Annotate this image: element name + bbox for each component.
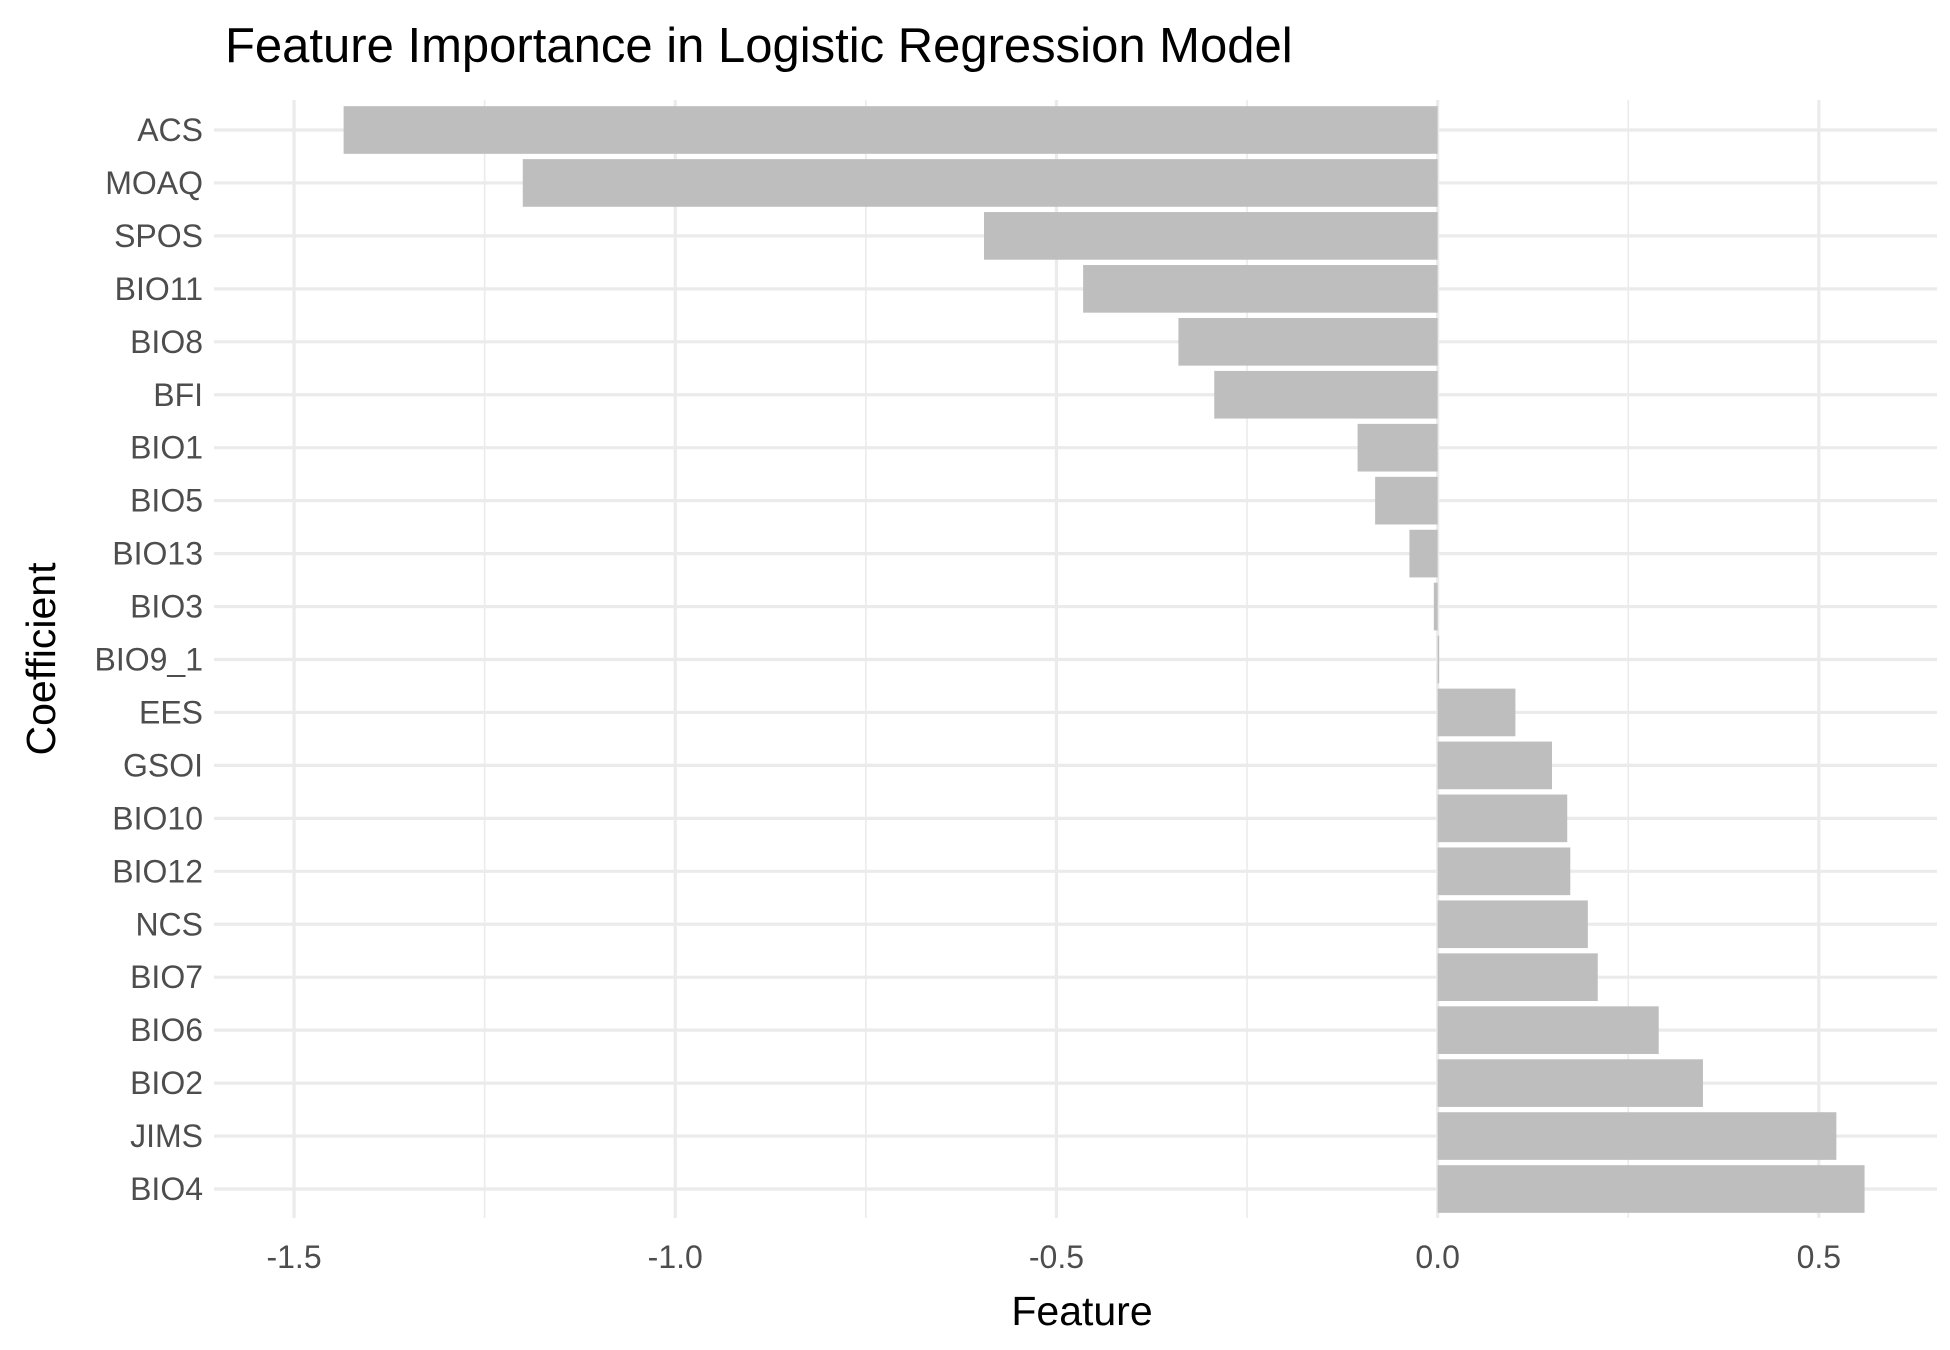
bar-bio11 [1083,265,1438,313]
x-tick-label: -0.5 [1029,1239,1084,1275]
y-tick-label: BIO12 [112,853,203,889]
x-tick-label: -1.5 [266,1239,321,1275]
grid [214,100,1937,1218]
y-tick-label: GSOI [123,747,203,783]
y-tick-label: BIO10 [112,800,203,836]
bar-bio13 [1409,529,1438,578]
y-tick-label: BFI [153,377,203,413]
y-tick-label: BIO8 [130,324,203,360]
y-tick-label: BIO5 [130,483,203,519]
bar-bio12 [1437,847,1571,896]
y-tick-label: BIO9_1 [94,642,203,678]
bar-moaq [522,159,1438,207]
chart-title: Feature Importance in Logistic Regressio… [225,19,1293,73]
bar-ees [1437,688,1516,737]
bar-gsoi [1437,741,1552,790]
y-tick-label: BIO13 [112,536,203,572]
x-tick-label: 0.0 [1415,1239,1459,1275]
bar-bio9-1 [1437,635,1440,684]
y-tick-label: BIO2 [130,1065,203,1101]
y-tick-label: BIO6 [130,1012,203,1048]
bars [343,106,1865,1213]
y-tick-label: JIMS [130,1118,203,1154]
bar-bio2 [1437,1059,1703,1107]
bar-bio1 [1357,423,1438,472]
bar-bio10 [1437,794,1568,843]
y-tick-label: BIO11 [115,271,203,307]
y-tick-label: BIO3 [130,589,203,625]
bar-acs [343,106,1438,154]
x-tick-label: -1.0 [648,1239,703,1275]
y-tick-label: ACS [137,112,203,148]
bar-bio8 [1178,317,1438,366]
bar-bio5 [1375,476,1438,525]
y-tick-label: NCS [135,906,203,942]
bar-ncs [1437,900,1588,949]
y-tick-label: SPOS [114,218,203,254]
x-axis-title: Feature [1011,1288,1152,1334]
y-tick-label: BIO1 [130,430,203,466]
x-tick-labels: -1.5 -1.0 -0.5 0.0 0.5 [266,1239,1841,1275]
y-tick-label: EES [139,694,203,730]
bar-bio6 [1437,1006,1659,1054]
bar-bfi [1214,370,1438,419]
y-tick-label: BIO4 [130,1171,203,1207]
x-tick-label: 0.5 [1797,1239,1841,1275]
y-tick-label: BIO7 [130,959,203,995]
bar-bio3 [1433,582,1438,631]
bar-jims [1437,1112,1837,1160]
bar-bio7 [1437,953,1598,1002]
y-tick-labels: ACS MOAQ SPOS BIO11 BIO8 BFI BIO1 BIO5 BIO13 BIO3… [94,112,203,1207]
bar-bio4 [1437,1165,1865,1213]
y-tick-label: MOAQ [105,165,203,201]
bar-spos [984,212,1438,260]
y-axis-title: Coefficient [18,562,64,756]
